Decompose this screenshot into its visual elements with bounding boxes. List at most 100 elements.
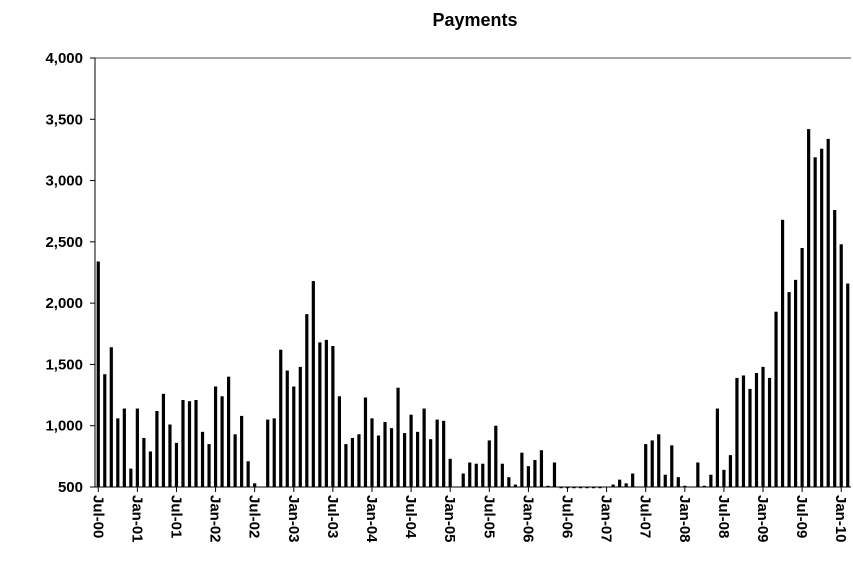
bar xyxy=(559,487,563,489)
x-tick-label: Jul-06 xyxy=(559,495,576,538)
bar xyxy=(474,463,478,487)
bar xyxy=(429,439,433,487)
bar xyxy=(624,483,628,487)
x-tick-label: Jan-05 xyxy=(441,495,458,543)
bar xyxy=(663,474,667,487)
bar xyxy=(370,418,374,487)
y-tick-label: 3,500 xyxy=(45,111,83,128)
x-tick-label: Jan-01 xyxy=(128,495,145,543)
x-tick-label: Jul-01 xyxy=(167,495,184,538)
bar xyxy=(572,487,576,489)
bar xyxy=(591,487,596,489)
x-tick-label: Jan-10 xyxy=(832,495,849,543)
bar xyxy=(298,366,302,487)
bar xyxy=(487,440,491,487)
bar xyxy=(246,461,250,487)
bar xyxy=(578,487,583,489)
x-tick-label: Jan-06 xyxy=(519,495,536,543)
bar xyxy=(292,386,296,487)
x-tick-label: Jul-02 xyxy=(246,495,263,538)
bar xyxy=(774,311,778,487)
x-tick-label: Jan-03 xyxy=(285,495,302,543)
bar xyxy=(468,462,472,487)
bar xyxy=(253,483,257,487)
bar xyxy=(331,346,335,487)
bar xyxy=(396,387,400,487)
bar xyxy=(129,468,133,487)
bar xyxy=(168,424,172,487)
x-tick-label: Jan-04 xyxy=(363,495,380,543)
bar xyxy=(526,466,530,487)
bar xyxy=(670,445,674,487)
bar xyxy=(318,342,322,487)
y-tick-label: 3,000 xyxy=(45,173,83,190)
bar xyxy=(820,148,824,487)
bar xyxy=(409,414,413,487)
bar xyxy=(103,374,107,487)
bar xyxy=(754,373,759,487)
y-tick-label: 2,500 xyxy=(45,234,83,251)
bar xyxy=(135,408,139,487)
x-tick-label: Jan-07 xyxy=(598,495,615,543)
bar xyxy=(357,434,361,487)
y-tick-label: 1,000 xyxy=(45,418,83,435)
bar xyxy=(800,247,804,487)
bar xyxy=(839,244,843,487)
x-tick-label: Jul-05 xyxy=(480,495,497,538)
bar xyxy=(715,408,719,487)
bar xyxy=(96,261,100,487)
bar xyxy=(709,474,713,487)
bar xyxy=(676,477,680,487)
bar xyxy=(833,209,837,487)
bar xyxy=(109,347,113,487)
bar xyxy=(148,451,152,487)
bar xyxy=(272,418,276,487)
bar xyxy=(585,487,589,489)
bar xyxy=(748,388,752,487)
bar xyxy=(500,463,504,487)
bar xyxy=(461,473,465,487)
bar xyxy=(279,349,283,487)
bar xyxy=(794,279,798,487)
bar xyxy=(683,485,687,487)
bar xyxy=(142,437,146,487)
bar xyxy=(213,386,218,487)
bar xyxy=(696,462,700,487)
bar xyxy=(539,450,544,487)
bar xyxy=(240,415,244,487)
bar xyxy=(402,433,407,487)
bar xyxy=(233,434,237,487)
bar xyxy=(363,397,368,487)
bar xyxy=(422,408,426,487)
bar xyxy=(494,425,498,487)
bar xyxy=(611,484,615,487)
bar xyxy=(618,479,622,487)
x-tick-label: Jul-08 xyxy=(715,495,732,538)
bar xyxy=(826,138,830,487)
bar xyxy=(435,419,439,487)
bar xyxy=(787,292,791,487)
bar xyxy=(194,399,198,487)
bar xyxy=(741,375,746,487)
bar xyxy=(311,281,315,487)
bar xyxy=(350,437,355,487)
bar xyxy=(181,399,185,487)
bar xyxy=(728,455,733,487)
bar xyxy=(227,376,231,487)
bar xyxy=(657,434,661,487)
bar xyxy=(174,442,179,487)
chart-title: Payments xyxy=(432,10,517,30)
y-tick-label: 4,000 xyxy=(45,50,83,67)
bar xyxy=(305,314,309,487)
x-tick-label: Jan-02 xyxy=(207,495,224,543)
bar xyxy=(722,469,726,487)
bar xyxy=(552,462,557,487)
bar xyxy=(448,458,452,487)
bar xyxy=(383,422,387,487)
bar xyxy=(702,485,706,487)
bar xyxy=(344,444,348,487)
x-tick-label: Jan-09 xyxy=(754,495,771,543)
bar xyxy=(337,396,341,487)
bar xyxy=(266,419,270,487)
